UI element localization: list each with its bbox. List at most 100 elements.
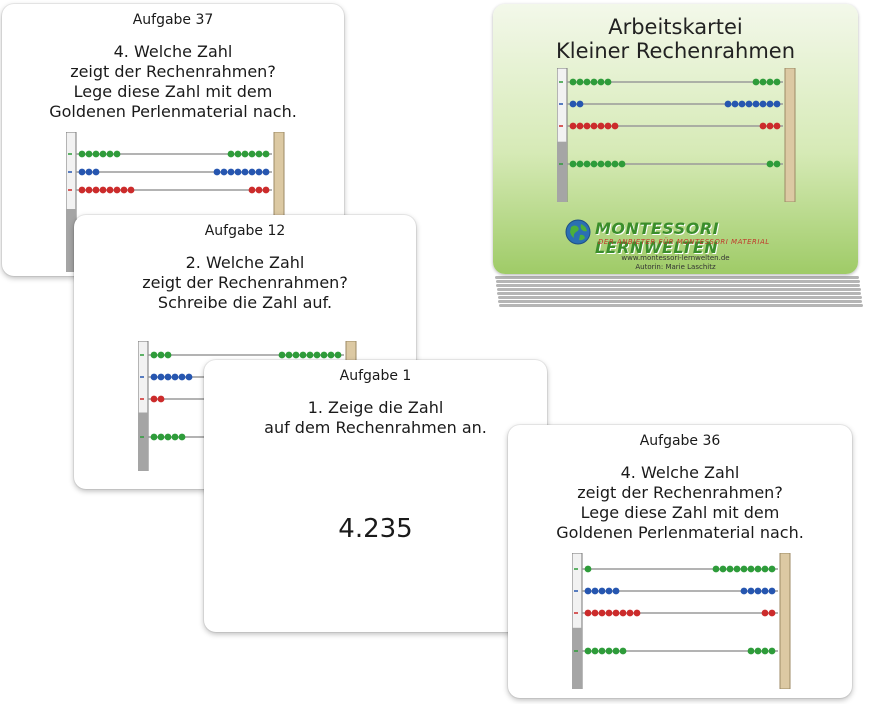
bead	[597, 160, 605, 168]
bead	[157, 373, 165, 381]
bead	[78, 150, 86, 158]
question-line: 2. Welche Zahl	[185, 253, 305, 272]
frame-right-post	[273, 132, 285, 272]
bead	[171, 373, 179, 381]
bead	[604, 78, 612, 86]
bead	[584, 647, 592, 655]
bead	[612, 609, 620, 617]
question-line: Lege diese Zahl mit dem	[580, 503, 780, 522]
bead	[99, 186, 107, 194]
card-label: Aufgabe 37	[132, 12, 214, 28]
bead	[150, 433, 158, 441]
bead	[759, 100, 767, 108]
bead	[248, 150, 256, 158]
bead	[92, 186, 100, 194]
bead	[598, 587, 606, 595]
bead	[85, 168, 93, 176]
bead	[327, 351, 335, 359]
brand-logo: MONTESSORI LERNWELTEN DER ANBIETER FÜR M…	[565, 219, 825, 257]
frame-slider-panel	[557, 141, 567, 202]
bead	[761, 587, 769, 595]
bead	[584, 609, 592, 617]
bead	[262, 150, 270, 158]
box-title-line: Arbeitskartei	[608, 15, 743, 39]
bead	[241, 168, 249, 176]
question-line: zeigt der Rechenrahmen?	[142, 273, 348, 292]
bead	[766, 78, 774, 86]
abacus-frame	[66, 132, 285, 272]
bead	[292, 351, 300, 359]
bead	[78, 168, 86, 176]
bead	[591, 587, 599, 595]
bead	[733, 565, 741, 573]
bead	[185, 373, 193, 381]
brand-name: MONTESSORI LERNWELTEN	[595, 219, 720, 257]
bead	[583, 160, 591, 168]
bead	[569, 78, 577, 86]
bead	[241, 150, 249, 158]
bead	[773, 160, 781, 168]
card-label: Aufgabe 1	[339, 368, 412, 384]
bead	[92, 168, 100, 176]
bead	[285, 351, 293, 359]
bead	[113, 186, 121, 194]
bead	[752, 100, 760, 108]
bead	[773, 100, 781, 108]
author-text: Autorin: Marie Laschitz	[635, 263, 716, 271]
bead	[306, 351, 314, 359]
bead	[766, 160, 774, 168]
bead	[106, 186, 114, 194]
bead	[604, 160, 612, 168]
bead	[164, 351, 172, 359]
box-edge	[497, 292, 861, 295]
bead	[598, 609, 606, 617]
bead	[612, 647, 620, 655]
box-title: Arbeitskartei Kleiner Rechenrahmen	[493, 15, 858, 63]
bead	[719, 565, 727, 573]
bead	[773, 122, 781, 130]
bead	[611, 122, 619, 130]
bead	[754, 587, 762, 595]
bead	[320, 351, 328, 359]
bead	[127, 186, 135, 194]
bead	[164, 373, 172, 381]
box-edge	[497, 288, 861, 291]
task-card-1: Aufgabe 1 1. Zeige die Zahl auf dem Rech…	[204, 360, 547, 632]
task-number: 4.235	[338, 514, 413, 544]
bead	[569, 100, 577, 108]
bead	[213, 168, 221, 176]
bead	[85, 150, 93, 158]
box-edge	[495, 276, 859, 279]
bead	[619, 609, 627, 617]
question-line: Goldenen Perlenmaterial nach.	[49, 102, 297, 121]
frame-left-bar	[572, 553, 583, 689]
frame-slider-panel	[138, 412, 148, 471]
bead	[576, 100, 584, 108]
bead	[768, 609, 776, 617]
question-line: zeigt der Rechenrahmen?	[577, 483, 783, 502]
bead	[220, 168, 228, 176]
bead	[157, 395, 165, 403]
bead	[583, 78, 591, 86]
bead	[157, 351, 165, 359]
bead	[255, 150, 263, 158]
bead	[597, 122, 605, 130]
bead	[164, 433, 172, 441]
bead	[766, 100, 774, 108]
bead	[754, 565, 762, 573]
bead	[590, 160, 598, 168]
question-line: 4. Welche Zahl	[113, 42, 233, 61]
card-question: 4. Welche Zahl zeigt der Rechenrahmen? L…	[2, 42, 344, 122]
bead	[768, 565, 776, 573]
bead	[248, 168, 256, 176]
bead	[569, 122, 577, 130]
globe-icon	[565, 219, 591, 245]
box-edge	[496, 284, 860, 287]
bead	[576, 160, 584, 168]
bead	[766, 122, 774, 130]
box-edge	[496, 280, 860, 283]
bead	[611, 160, 619, 168]
bead	[759, 122, 767, 130]
bead	[150, 373, 158, 381]
frame-right-post	[779, 553, 791, 689]
